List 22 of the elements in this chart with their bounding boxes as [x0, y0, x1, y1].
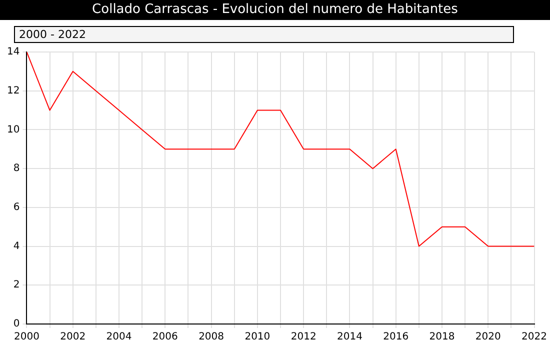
x-tick-label: 2010: [244, 332, 270, 343]
x-tick-label: 2018: [429, 332, 455, 343]
x-tick-label: 2020: [475, 332, 501, 343]
y-tick-label: 12: [6, 85, 20, 96]
y-tick-label: 6: [13, 202, 20, 214]
chart-subtitle: 2000 - 2022: [14, 26, 514, 43]
x-tick-label: 2014: [336, 332, 362, 343]
x-tick-label: 2006: [152, 332, 178, 343]
chart-title: Collado Carrascas - Evolucion del numero de Habitantes: [0, 0, 550, 20]
y-tick-label: 4: [13, 240, 20, 252]
x-tick-label: 2008: [198, 332, 224, 343]
x-tick-label: 2012: [290, 332, 316, 343]
y-tick-label: 8: [13, 163, 20, 174]
y-tick-label: 0: [13, 318, 20, 330]
x-tick-label: 2016: [383, 332, 409, 343]
x-tick-label: 2004: [106, 332, 132, 343]
x-tick-label: 2022: [522, 332, 547, 343]
y-tick-label: 10: [6, 124, 20, 136]
x-tick-label: 2000: [14, 332, 40, 343]
y-tick-label: 14: [6, 46, 20, 58]
y-tick-label: 2: [13, 280, 20, 291]
x-tick-label: 2002: [60, 332, 86, 343]
